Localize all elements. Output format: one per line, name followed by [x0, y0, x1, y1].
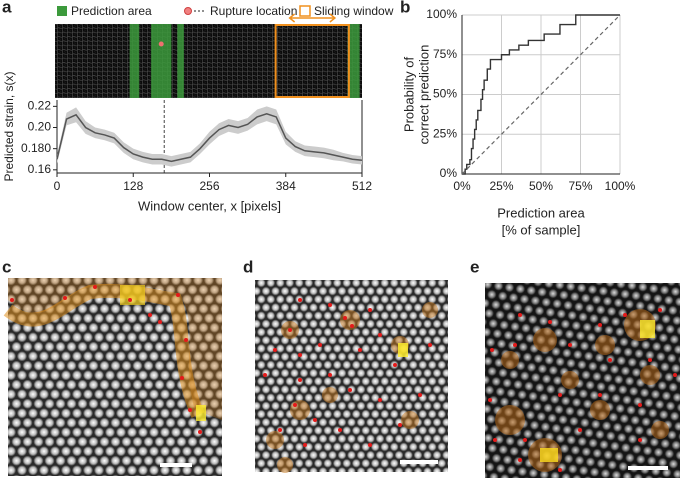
- prediction-area: [177, 24, 184, 98]
- image-c: [3, 278, 222, 476]
- image-d: [255, 280, 448, 473]
- sliding-window: [274, 24, 350, 98]
- step-line: [462, 14, 620, 175]
- reference-line: [461, 14, 621, 175]
- scale-bar: [400, 460, 438, 464]
- y-axis-label: Predicted strain, s(x): [2, 71, 16, 181]
- y-axis-label: Probability of: [401, 57, 416, 133]
- y-tick-label: 50%: [433, 87, 457, 101]
- x-tick-label: 25%: [489, 179, 513, 193]
- scale-bar: [628, 466, 668, 470]
- image-e: [485, 283, 680, 478]
- y-tick-label: 0.16: [28, 162, 52, 176]
- x-tick-label: 75%: [568, 179, 592, 193]
- y-tick-label: 100%: [426, 7, 457, 21]
- y-tick-label: 0%: [440, 166, 458, 180]
- overlay: [120, 285, 145, 305]
- panel-label: e: [470, 257, 479, 276]
- red-dots: [263, 298, 432, 447]
- overlay: [540, 448, 558, 462]
- prediction-area: [129, 24, 140, 98]
- x-tick-label: 0%: [453, 179, 471, 193]
- legend-swatch: [57, 6, 67, 16]
- prediction-area: [151, 24, 172, 98]
- error-band: [57, 106, 362, 167]
- legend-label: Rupture location: [210, 4, 297, 18]
- line: [56, 112, 363, 163]
- panel-label: d: [243, 257, 253, 276]
- x-tick-label: 256: [199, 179, 219, 193]
- panel-label: c: [2, 257, 11, 276]
- red-dots: [10, 285, 202, 434]
- rupture-marker: [158, 41, 164, 47]
- panel-label: b: [400, 0, 410, 16]
- x-axis-label: Window center, x [pixels]: [138, 198, 281, 213]
- y-tick-label: 0.20: [28, 120, 52, 134]
- y-axis-label: correct prediction: [416, 45, 431, 145]
- y-tick-label: 0.22: [28, 99, 52, 113]
- y-tick-label: 0.180: [21, 141, 51, 155]
- overlay: [640, 320, 655, 338]
- micrograph: [255, 280, 448, 472]
- red-dots: [488, 308, 677, 472]
- legend-swatch: [184, 7, 192, 15]
- overlay: [196, 405, 206, 421]
- window-arrow: [288, 13, 337, 23]
- x-axis-label: Prediction area: [497, 205, 585, 220]
- x-axis-label: [% of sample]: [502, 222, 581, 237]
- x-tick-label: 128: [123, 179, 143, 193]
- x-tick-label: 384: [276, 179, 296, 193]
- y-tick-label: 25%: [433, 126, 457, 140]
- legend-label: Prediction area: [71, 4, 152, 18]
- overlay: [398, 343, 408, 357]
- x-tick-label: 100%: [605, 179, 636, 193]
- strip-image: [55, 24, 362, 98]
- y-tick-label: 75%: [433, 47, 457, 61]
- x-tick-label: 512: [352, 179, 372, 193]
- panel-label: a: [2, 0, 12, 16]
- x-tick-label: 0: [54, 179, 61, 193]
- scale-bar: [160, 463, 192, 467]
- legend-swatch: [299, 5, 311, 17]
- legend-label: Sliding window: [314, 4, 394, 18]
- prediction-area: [347, 24, 360, 98]
- x-tick-label: 50%: [529, 179, 553, 193]
